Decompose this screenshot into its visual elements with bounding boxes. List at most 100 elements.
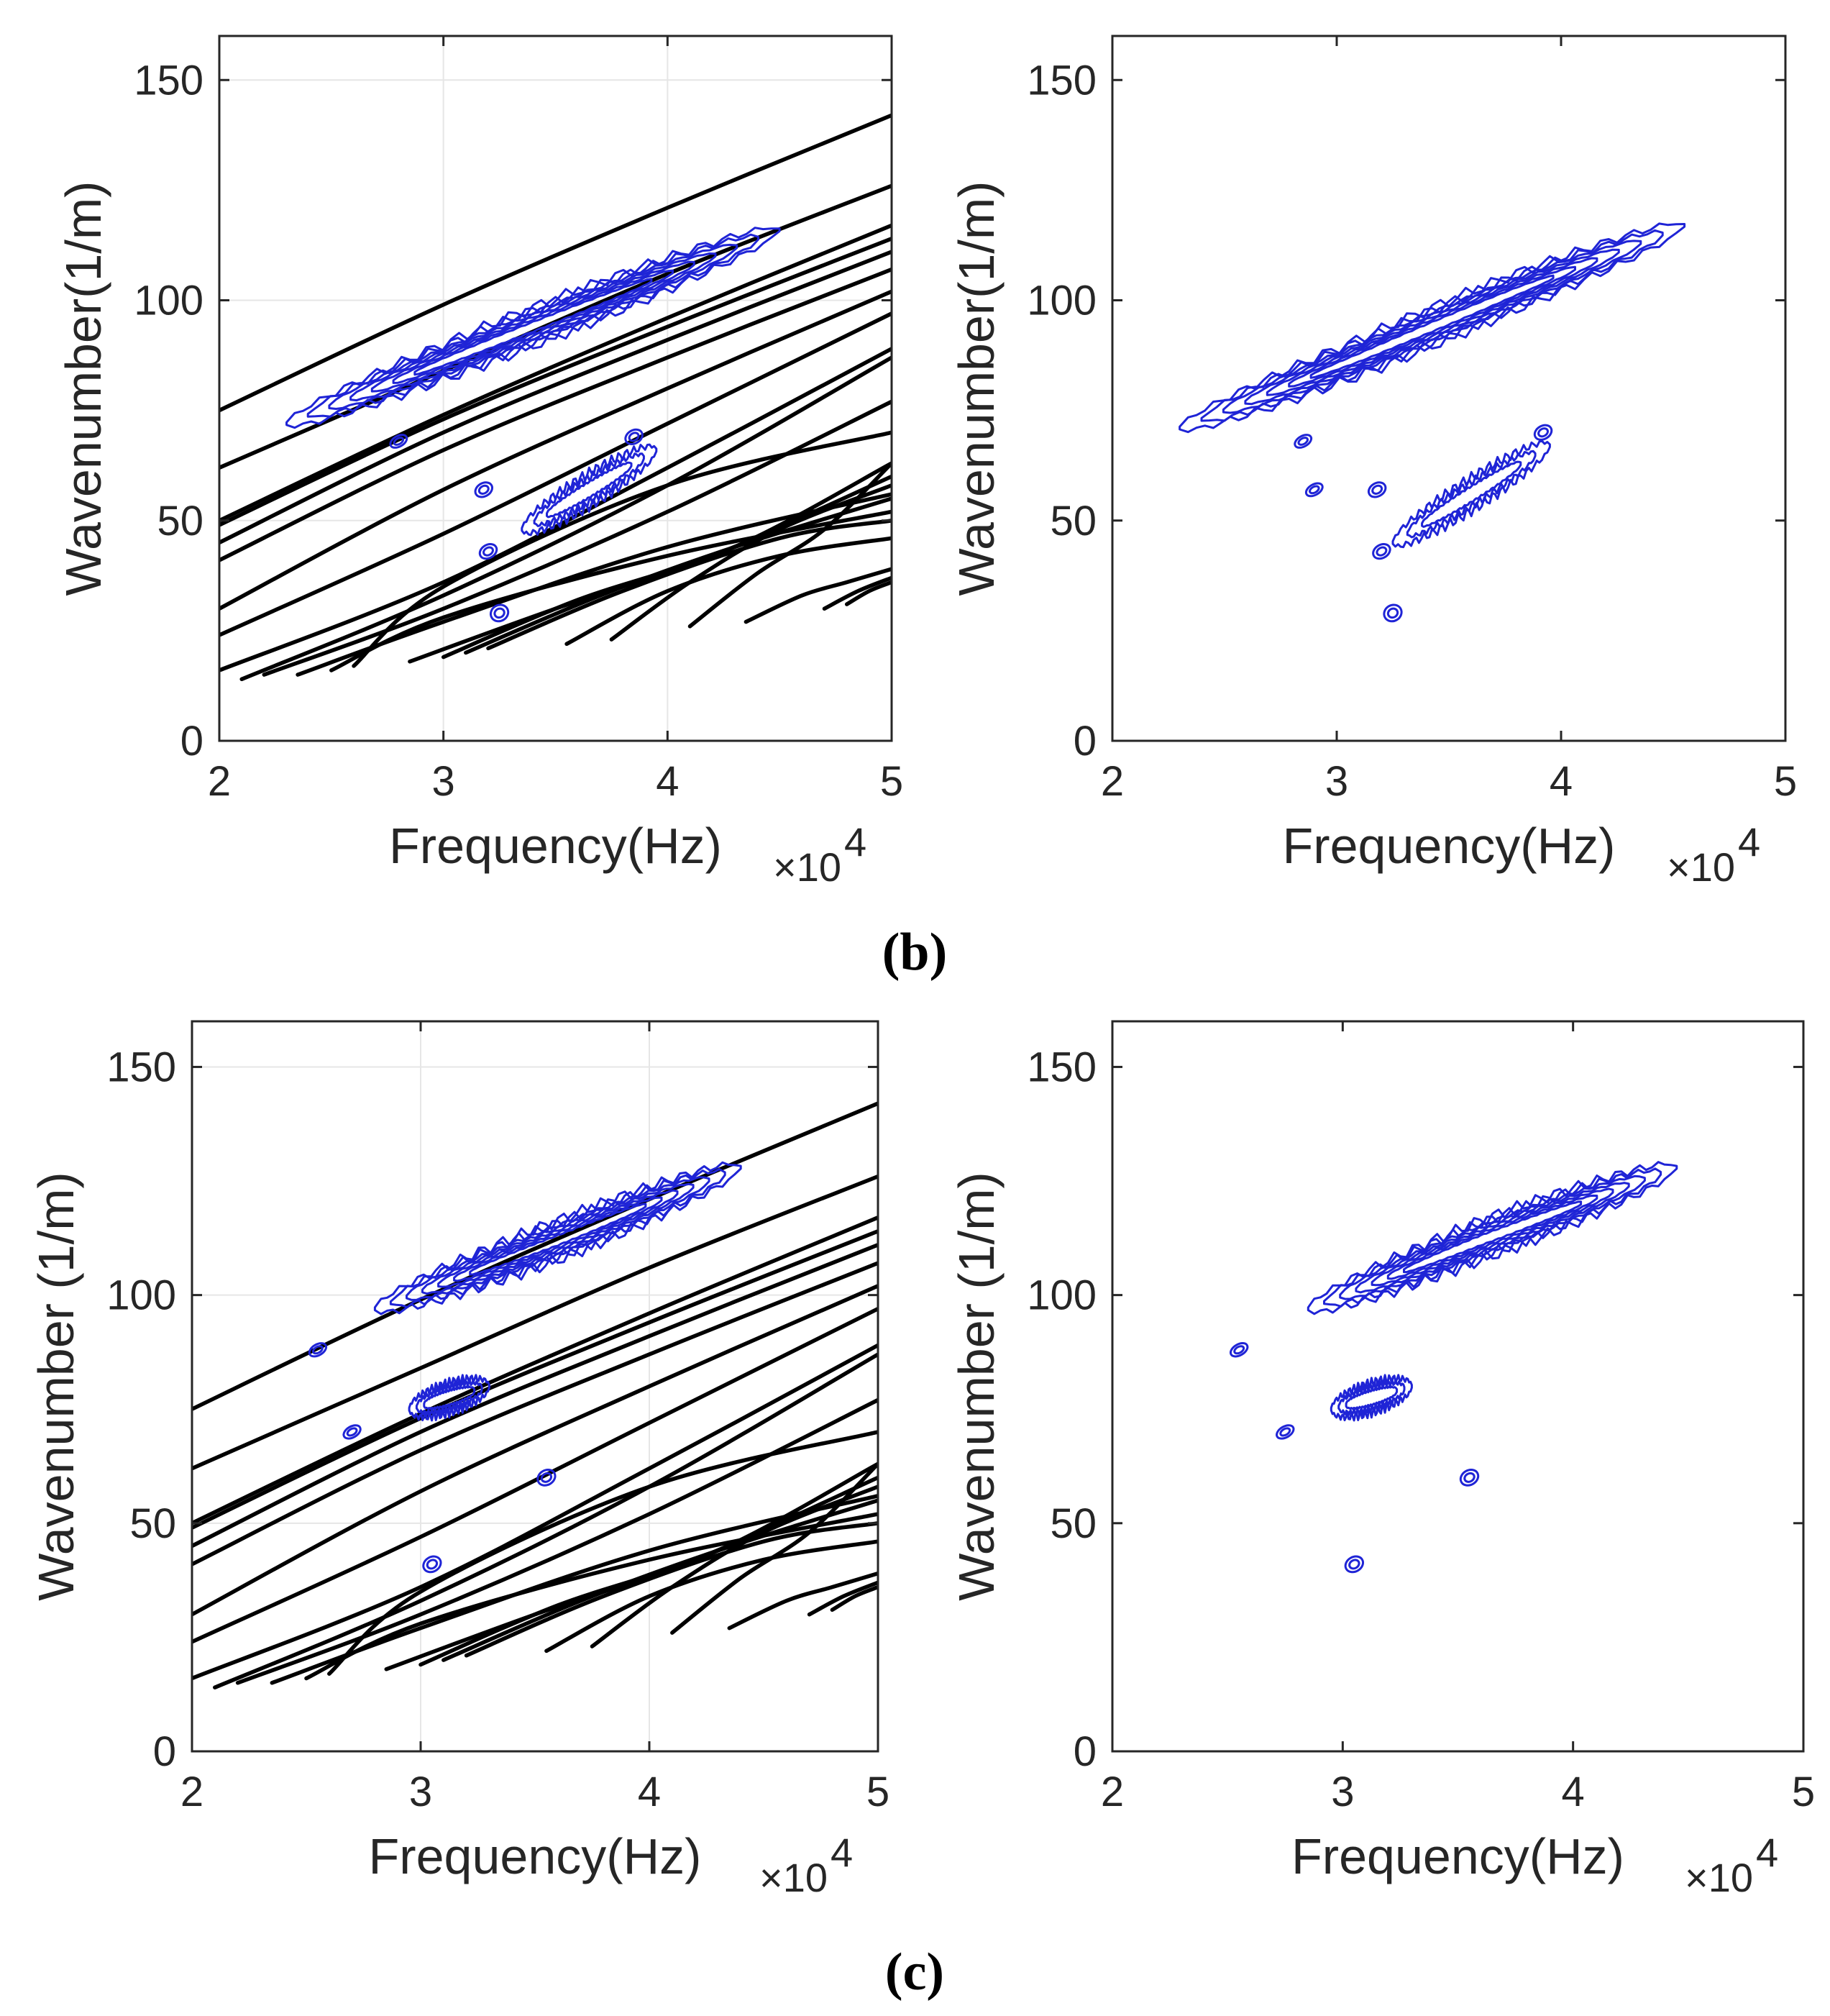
contour-island-6	[489, 603, 510, 623]
y-tick-label: 150	[134, 57, 203, 104]
dispersion-curve-22	[744, 567, 892, 624]
x-axis-multiplier: ×10	[1685, 1855, 1753, 1900]
dispersion-curve-24	[830, 1584, 878, 1613]
dispersion-curve-5	[192, 1243, 878, 1549]
contour-level	[1355, 1182, 1630, 1294]
x-axis-multiplier: ×10	[773, 844, 841, 890]
contour-level	[408, 1374, 490, 1422]
contour-level	[1276, 1424, 1295, 1440]
dispersion-curve-8	[192, 1306, 878, 1644]
contour-level	[478, 543, 498, 560]
dispersion-curve-24	[844, 580, 892, 606]
contour-level	[311, 1345, 324, 1355]
contour-level	[482, 546, 494, 557]
y-axis-label: Wavenumber(1/m)	[55, 181, 111, 596]
y-tick-label: 100	[1027, 1272, 1097, 1319]
x-tick-label: 3	[432, 758, 455, 805]
contour-level	[1323, 1167, 1662, 1308]
dispersion-curve-6	[192, 1261, 878, 1566]
contour-level	[1421, 460, 1522, 528]
contour-island-5	[536, 1469, 557, 1487]
dispersion-curve-1	[219, 113, 892, 413]
y-axis-label: Wavenumber(1/m)	[948, 181, 1005, 596]
contour-level	[1309, 274, 1555, 379]
x-tick-label: 3	[409, 1769, 432, 1815]
contour-level	[521, 443, 658, 537]
contour-level	[1294, 434, 1313, 449]
y-tick-label: 0	[153, 1728, 176, 1775]
contour-level	[1371, 484, 1383, 495]
axes-box	[191, 1020, 879, 1753]
x-axis-multiplier: ×10	[759, 1855, 828, 1900]
contour-level	[415, 1379, 483, 1416]
plot-content	[1229, 1161, 1678, 1574]
dispersion-curve-4	[192, 1229, 878, 1530]
dispersion-curve-22	[727, 1571, 878, 1630]
contour-level	[469, 1203, 647, 1276]
contour-level	[1200, 229, 1664, 422]
x-tick-label: 3	[1325, 758, 1348, 805]
y-tick-label: 50	[1050, 1500, 1097, 1547]
x-tick-label: 5	[880, 758, 903, 805]
plot-content	[1179, 222, 1686, 623]
contour-island-4	[342, 1424, 362, 1440]
contour-level	[1222, 240, 1642, 414]
contour-level	[306, 233, 759, 418]
x-axis-multiplier: ×10	[1667, 844, 1735, 890]
plot-content	[192, 1101, 878, 1689]
contour-level	[1463, 1472, 1476, 1483]
contour-level	[1279, 1427, 1291, 1437]
contour-island-7	[1383, 603, 1403, 623]
x-tick-label: 4	[656, 758, 679, 805]
plot-area	[1112, 36, 1785, 741]
contour-island-2	[521, 443, 658, 537]
axes-box	[218, 35, 893, 742]
contour-level	[346, 1427, 358, 1437]
x-tick-label: 3	[1331, 1769, 1354, 1815]
contour-level	[628, 432, 640, 442]
dispersion-curve-10	[239, 355, 892, 682]
axes-box	[1111, 1020, 1805, 1753]
contour-island-6	[422, 1555, 442, 1574]
contour-level	[349, 252, 717, 402]
dispersion-curve-14	[352, 430, 892, 668]
x-tick-label: 2	[1101, 1769, 1124, 1815]
contour-island-1	[373, 1161, 742, 1315]
y-tick-label: 150	[1027, 1044, 1097, 1090]
contour-level	[1233, 1345, 1245, 1355]
chart-panel-b-right: 2 3 4 5050100150Frequency(Hz)Wavenumber(1/m…	[948, 35, 1797, 890]
dispersion-curve-19	[544, 1539, 878, 1654]
contour-island-6	[1344, 1555, 1365, 1574]
contour-level	[389, 434, 408, 449]
dispersion-curve-7	[192, 1284, 878, 1617]
dispersion-curve-20	[609, 483, 892, 642]
x-axis-label: Frequency(Hz)	[369, 1828, 702, 1884]
contour-island-5	[1367, 481, 1387, 498]
dispersion-curve-21	[670, 1461, 878, 1635]
contour-level	[1345, 1385, 1399, 1410]
y-axis-label: Wavenumber (1/m)	[28, 1172, 84, 1600]
dispersion-curve-8	[219, 311, 892, 637]
contour-level	[437, 1189, 679, 1288]
contour-level	[1372, 543, 1391, 560]
contour-level	[1266, 257, 1598, 396]
x-tick-label: 5	[1774, 758, 1797, 805]
contour-level	[1244, 248, 1620, 406]
dispersion-curve-13	[329, 509, 892, 672]
plot-area	[192, 1021, 878, 1751]
plot-area	[219, 36, 892, 741]
dispersion-curve-5	[219, 250, 892, 545]
y-tick-label: 0	[1074, 1728, 1097, 1775]
contour-island-1	[1179, 222, 1686, 434]
contour-level	[1383, 603, 1403, 623]
dispersion-curve-6	[219, 267, 892, 562]
x-axis-label: Frequency(Hz)	[389, 818, 722, 874]
contour-level	[1386, 607, 1399, 619]
plot-area	[1112, 1021, 1803, 1751]
contour-island-1	[1307, 1161, 1678, 1315]
contour-level	[342, 1424, 362, 1440]
dispersion-curve-17	[442, 1498, 878, 1662]
dispersion-curve-21	[687, 461, 892, 629]
contour-level	[540, 1472, 553, 1483]
contour-island-3	[308, 1342, 328, 1358]
